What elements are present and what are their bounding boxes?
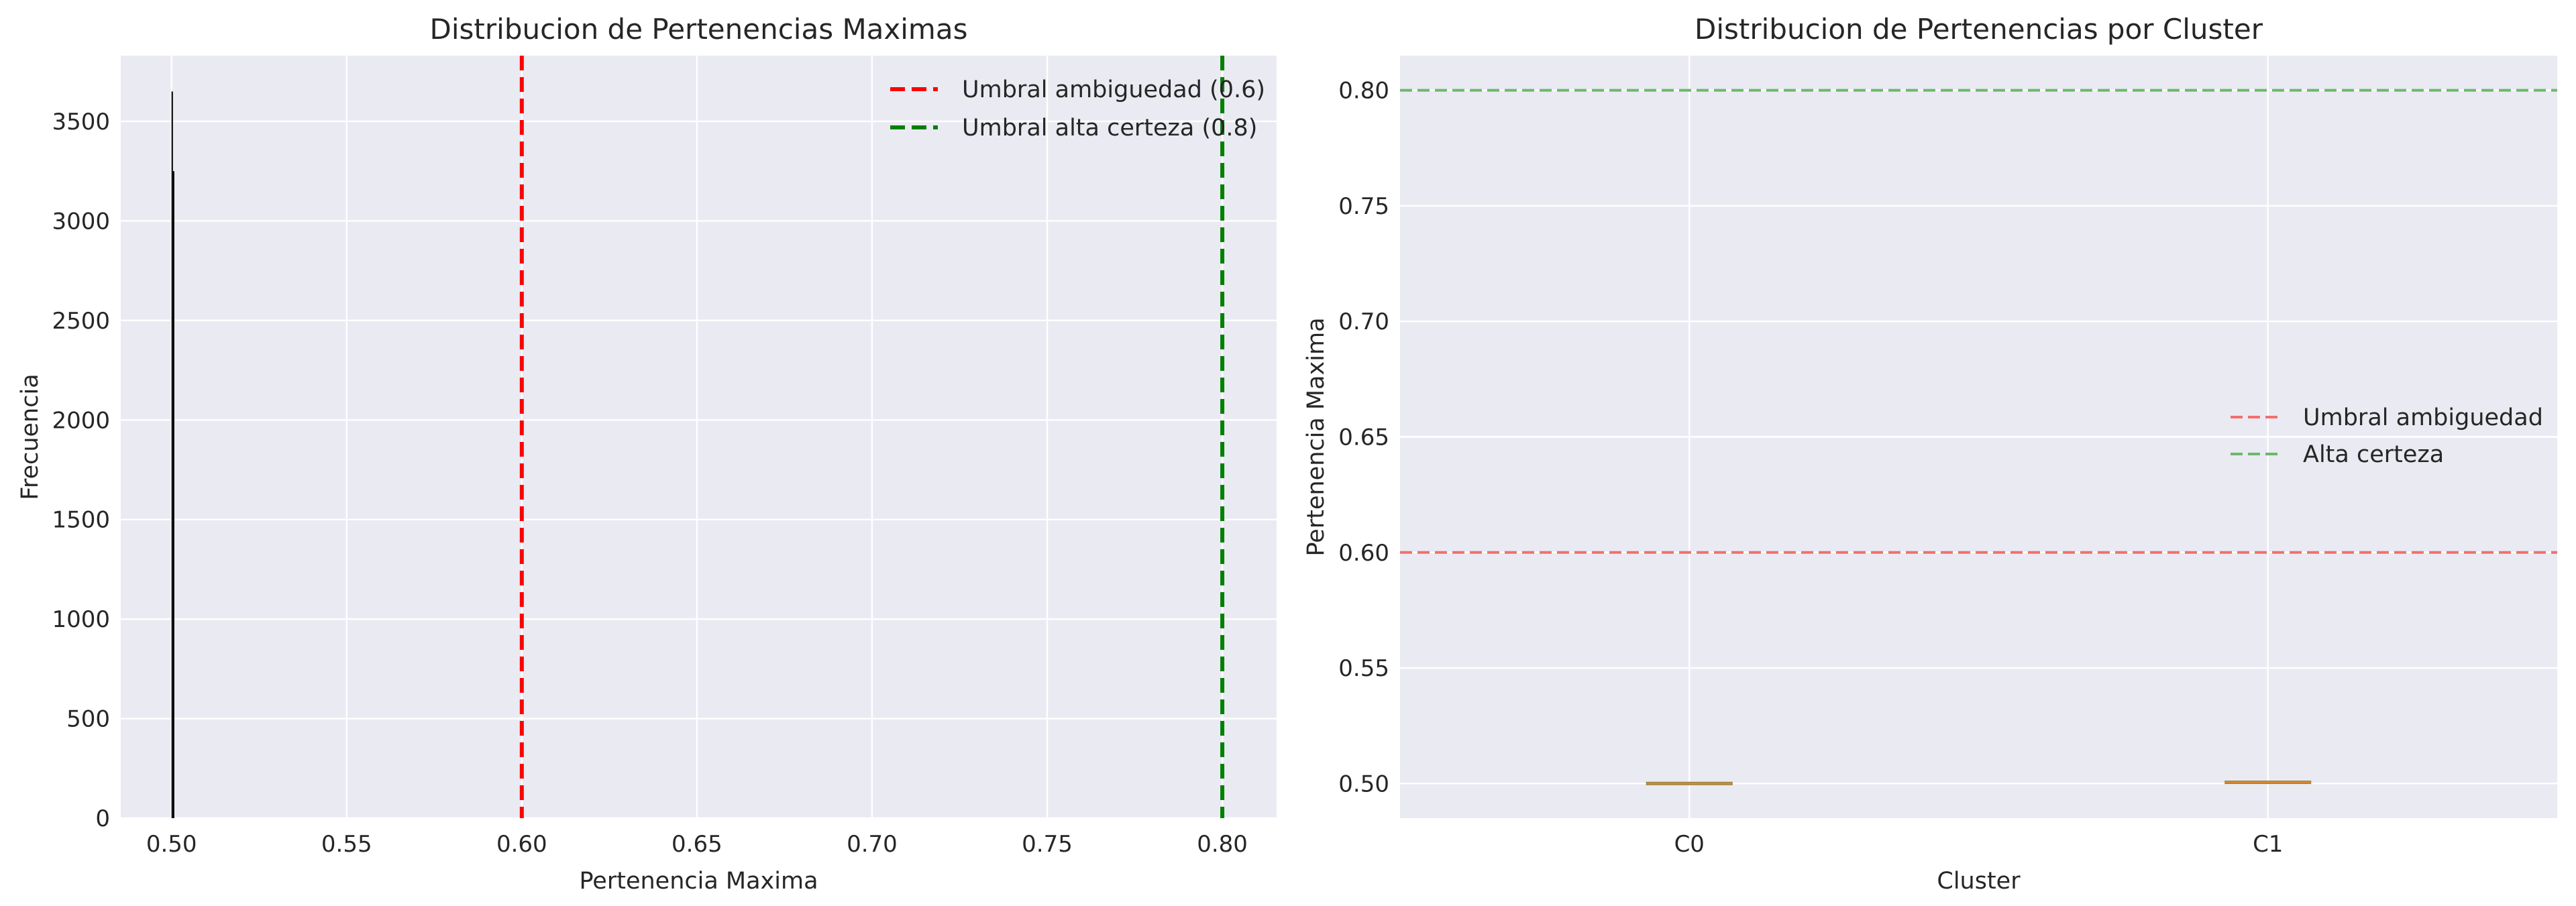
left-bar-0 [171,91,173,818]
left-x-tick-3: 0.65 [672,831,722,858]
left-x-tick-0: 0.50 [146,831,197,858]
left-bar-1 [172,171,174,819]
right-x-tick-0: C0 [1674,831,1705,858]
left-legend: Umbral ambiguedad (0.6) Umbral alta certe… [890,76,1265,141]
left-threshold-lines [519,56,1225,818]
right-chart: C0 C1 0.50 0.55 0.60 0.65 0.70 0.75 0.80 Distri… [1303,13,2557,895]
left-x-tick-1: 0.55 [321,831,372,858]
left-x-tick-5: 0.75 [1022,831,1073,858]
left-gridlines [121,56,1277,819]
right-y-tick-5: 0.75 [1338,193,1389,220]
left-x-tick-4: 0.70 [847,831,898,858]
right-x-tick-1: C1 [2253,831,2283,858]
right-y-axis-label: Pertenencia Maxima [1303,317,1330,556]
right-y-tick-4: 0.70 [1338,308,1389,335]
right-legend: Umbral ambiguedad Alta certeza [2231,404,2543,468]
right-y-tick-3: 0.65 [1338,424,1389,451]
right-y-tick-1: 0.55 [1338,655,1389,682]
right-chart-title: Distribucion de Pertenencias por Cluster [1695,13,2263,46]
left-y-tick-3: 1500 [52,507,110,534]
left-y-axis-label: Frecuencia [17,374,44,500]
left-y-tick-0: 0 [95,805,110,832]
left-x-tick-labels: 0.50 0.55 0.60 0.65 0.70 0.75 0.80 [146,831,1248,858]
right-legend-label-1: Alta certeza [2303,441,2444,468]
left-y-tick-5: 2500 [52,308,110,335]
left-x-axis-label: Pertenencia Maxima [579,868,818,895]
left-y-tick-2: 1000 [52,606,110,633]
right-y-tick-6: 0.80 [1338,78,1389,105]
right-x-tick-labels: C0 C1 [1674,831,2284,858]
left-x-tick-6: 0.80 [1197,831,1248,858]
left-y-tick-4: 2000 [52,407,110,434]
left-y-tick-7: 3500 [52,109,110,135]
right-threshold-lines [1400,89,2557,554]
left-y-tick-labels: 0 500 1000 1500 2000 2500 3000 3500 [52,109,110,832]
right-x-axis-label: Cluster [1937,868,2021,895]
left-x-tick-2: 0.60 [496,831,547,858]
left-y-tick-1: 500 [66,706,110,733]
right-y-tick-2: 0.60 [1338,540,1389,567]
left-histogram-bars [171,91,174,819]
right-y-tick-labels: 0.50 0.55 0.60 0.65 0.70 0.75 0.80 [1338,78,1389,798]
left-legend-label-0: Umbral ambiguedad (0.6) [962,76,1265,103]
left-legend-label-1: Umbral alta certeza (0.8) [962,115,1257,141]
right-boxplots [1646,781,2312,785]
left-chart: 0.50 0.55 0.60 0.65 0.70 0.75 0.80 0 500 1000 150… [17,13,1277,895]
right-y-tick-0: 0.50 [1338,771,1389,797]
left-y-tick-6: 3000 [52,208,110,235]
left-plot-area [121,56,1277,818]
left-chart-title: Distribucion de Pertenencias Maximas [430,13,968,46]
right-legend-label-0: Umbral ambiguedad [2303,404,2543,431]
